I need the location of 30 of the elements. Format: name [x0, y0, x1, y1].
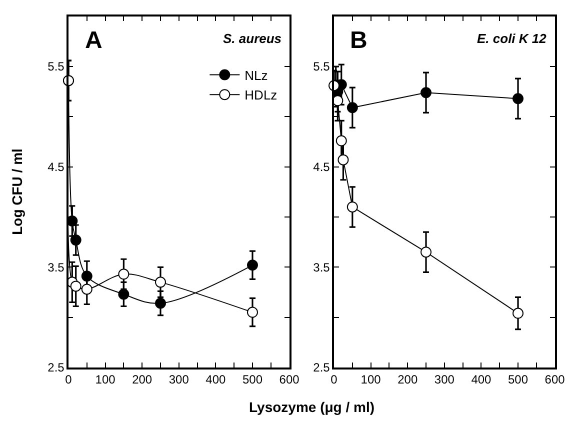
- text: A: [85, 27, 102, 54]
- x-tick-label: 600: [544, 372, 566, 387]
- x-axis-title: Lysozyme (μg / ml): [249, 399, 375, 415]
- y-tick-label: 2.5: [313, 360, 330, 375]
- x-tick-label: 600: [279, 372, 300, 387]
- x-tick-label: 300: [168, 372, 190, 387]
- x-tick-label: 500: [242, 372, 263, 387]
- x-tick-label: 500: [508, 372, 528, 387]
- x-tick-label: 0: [330, 372, 338, 387]
- x-tick-label: 0: [65, 372, 72, 387]
- y-tick-label: 4.5: [313, 160, 330, 174]
- x-tick-label: 400: [206, 372, 226, 387]
- y-tick-label: 3.5: [48, 260, 65, 274]
- legend-label: NLz: [244, 68, 268, 83]
- x-tick-label: 100: [95, 372, 116, 387]
- y-axis-title: Log CFU / ml: [9, 148, 26, 235]
- y-tick-label: 4.5: [48, 160, 65, 174]
- legend-label: HDLz: [244, 88, 278, 103]
- y-tick-label: 3.5: [313, 260, 330, 274]
- y-tick-label: 5.5: [48, 60, 65, 74]
- text: B: [350, 27, 368, 54]
- x-tick-label: 200: [398, 372, 418, 387]
- text: E. coli K 12: [477, 31, 548, 46]
- x-tick-label: 100: [360, 372, 382, 387]
- y-tick-label: 5.5: [313, 60, 330, 74]
- x-tick-label: 200: [132, 372, 152, 387]
- text: S. aureus: [223, 31, 282, 46]
- x-tick-label: 300: [434, 372, 455, 387]
- y-tick-label: 2.5: [48, 360, 65, 375]
- x-tick-label: 400: [471, 372, 492, 387]
